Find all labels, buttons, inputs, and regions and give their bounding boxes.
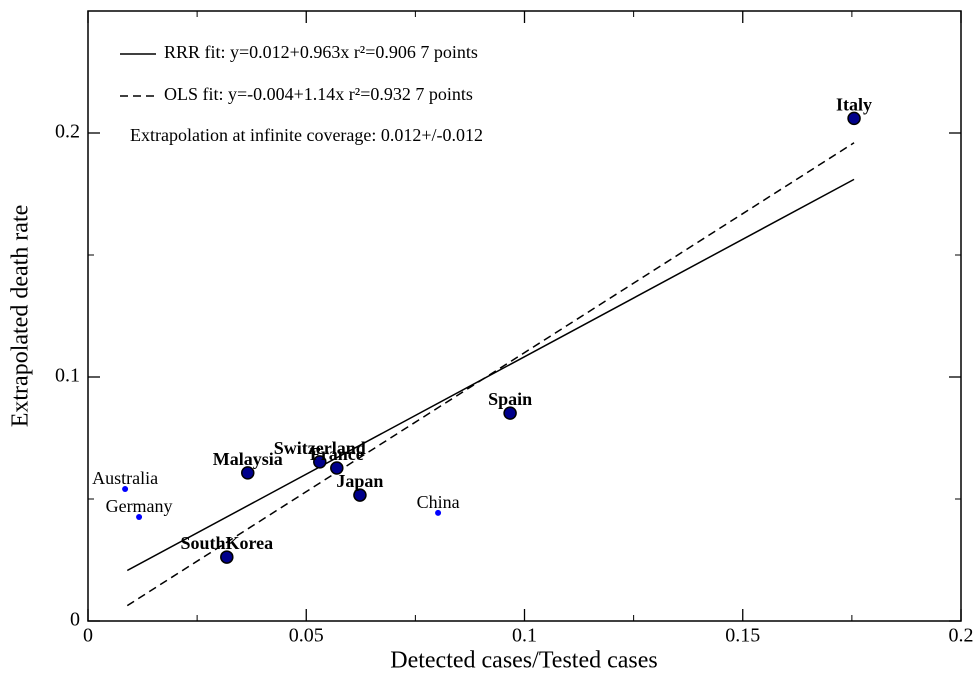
x-tick-label: 0.15 xyxy=(725,625,760,647)
point xyxy=(847,111,861,126)
point-label: Malaysia xyxy=(213,449,283,469)
x-axis-title: Detected cases/Tested cases xyxy=(390,648,658,674)
point-label: Spain xyxy=(488,389,532,409)
x-tick-label: 0 xyxy=(83,625,93,647)
x-tick-label: 0.2 xyxy=(949,625,974,647)
point xyxy=(136,514,143,521)
legend-label: OLS fit: y=-0.004+1.14x r²=0.932 7 point… xyxy=(164,84,473,104)
point-label: China xyxy=(417,492,460,512)
y-tick-label: 0.1 xyxy=(55,365,80,387)
point xyxy=(313,455,327,469)
point xyxy=(353,488,367,502)
point-label: Australia xyxy=(92,468,158,488)
point xyxy=(241,466,255,480)
point-label: SouthKorea xyxy=(180,533,273,553)
point-label: Italy xyxy=(836,94,872,114)
point xyxy=(435,509,442,516)
y-tick-label: 0.2 xyxy=(55,121,80,143)
point-label: Germany xyxy=(106,496,173,516)
point-label: France xyxy=(310,444,364,464)
y-axis-title: Extrapolated death rate xyxy=(8,205,34,428)
point xyxy=(220,550,234,564)
point xyxy=(122,485,129,492)
point-label: Switzerland xyxy=(274,438,366,458)
annotation: Extrapolation at infinite coverage: 0.01… xyxy=(130,125,483,145)
point-label: Japan xyxy=(336,471,383,491)
point xyxy=(503,406,517,420)
fit-line xyxy=(126,142,855,607)
point xyxy=(330,461,344,475)
y-tick-label: 0 xyxy=(70,609,80,631)
legend-label: RRR fit: y=0.012+0.963x r²=0.906 7 point… xyxy=(164,42,478,62)
x-tick-label: 0.05 xyxy=(289,625,324,647)
x-tick-label: 0.1 xyxy=(512,625,537,647)
